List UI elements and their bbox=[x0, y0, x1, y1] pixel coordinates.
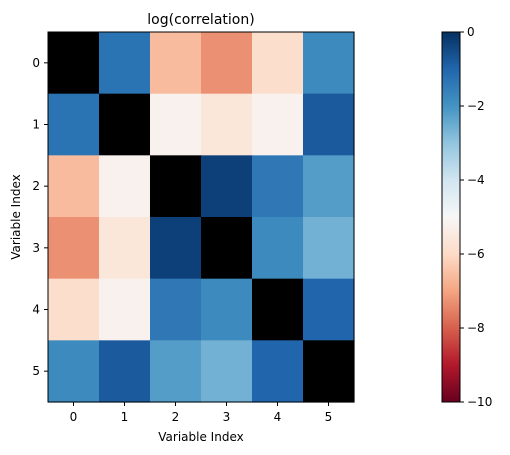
heatmap-cell-1-3 bbox=[201, 93, 253, 156]
x-tick-label: 3 bbox=[223, 410, 231, 424]
y-axis: 0 1 2 3 4 5 bbox=[32, 56, 48, 378]
heatmap-cell-0-4 bbox=[252, 32, 304, 95]
heatmap-cell-2-5 bbox=[303, 155, 355, 218]
heatmap-cell-0-0 bbox=[48, 32, 100, 95]
x-axis: 0 1 2 3 4 5 bbox=[70, 402, 333, 424]
y-tick-label: 4 bbox=[32, 303, 40, 317]
chart-title: log(correlation) bbox=[147, 12, 254, 28]
heatmap-cell-5-2 bbox=[150, 340, 202, 403]
x-axis-label: Variable Index bbox=[158, 430, 243, 444]
heatmap-cell-5-3 bbox=[201, 340, 253, 403]
heatmap-cell-2-4 bbox=[252, 155, 304, 218]
heatmap-cell-4-0 bbox=[48, 278, 100, 341]
heatmap-cell-4-1 bbox=[99, 278, 151, 341]
heatmap-cell-4-5 bbox=[303, 278, 355, 341]
heatmap-cell-1-4 bbox=[252, 93, 304, 156]
heatmap-cell-4-2 bbox=[150, 278, 202, 341]
x-tick-label: 1 bbox=[121, 410, 129, 424]
heatmap-cell-0-2 bbox=[150, 32, 202, 95]
heatmap-cell-5-4 bbox=[252, 340, 304, 403]
heatmap-cell-3-2 bbox=[150, 217, 202, 280]
heatmap-cell-3-5 bbox=[303, 217, 355, 280]
colorbar-tick-label: −10 bbox=[467, 395, 492, 409]
heatmap-cell-4-3 bbox=[201, 278, 253, 341]
heatmap-cell-2-1 bbox=[99, 155, 151, 218]
heatmap-cell-1-1 bbox=[99, 93, 151, 156]
colorbar-tick-label: −4 bbox=[467, 173, 485, 187]
heatmap-cell-5-5 bbox=[303, 340, 355, 403]
heatmap-cell-3-0 bbox=[48, 217, 100, 280]
colorbar bbox=[441, 31, 461, 403]
y-tick-label: 2 bbox=[32, 179, 40, 193]
heatmap-cell-2-2 bbox=[150, 155, 202, 218]
colorbar-tick-label: 0 bbox=[467, 25, 475, 39]
x-tick-label: 4 bbox=[274, 410, 282, 424]
colorbar-tick-label: −8 bbox=[467, 321, 485, 335]
colorbar-tick-label: −6 bbox=[467, 247, 485, 261]
y-tick-label: 1 bbox=[32, 118, 40, 132]
heatmap-cell-4-4 bbox=[252, 278, 304, 341]
x-tick-label: 5 bbox=[325, 410, 333, 424]
colorbar-tick-label: −2 bbox=[467, 99, 485, 113]
x-tick-label: 0 bbox=[70, 410, 78, 424]
heatmap-cells bbox=[48, 32, 355, 403]
heatmap-cell-0-3 bbox=[201, 32, 253, 95]
heatmap-cell-5-0 bbox=[48, 340, 100, 403]
heatmap-cell-2-0 bbox=[48, 155, 100, 218]
heatmap-cell-0-5 bbox=[303, 32, 355, 95]
plot-frame bbox=[47, 31, 355, 403]
y-axis-label: Variable Index bbox=[9, 174, 23, 259]
heatmap-cell-3-3 bbox=[201, 217, 253, 280]
heatmap-cell-1-0 bbox=[48, 93, 100, 156]
heatmap-cell-0-1 bbox=[99, 32, 151, 95]
y-tick-label: 3 bbox=[32, 241, 40, 255]
heatmap-cell-5-1 bbox=[99, 340, 151, 403]
y-tick-label: 5 bbox=[32, 364, 40, 378]
y-tick-label: 0 bbox=[32, 56, 40, 70]
heatmap-cell-2-3 bbox=[201, 155, 253, 218]
x-tick-label: 2 bbox=[172, 410, 180, 424]
heatmap-cell-3-1 bbox=[99, 217, 151, 280]
heatmap-cell-1-5 bbox=[303, 93, 355, 156]
colorbar-axis: 0 −2 −4 −6 −8 −10 bbox=[460, 25, 492, 409]
heatmap-cell-3-4 bbox=[252, 217, 304, 280]
heatmap-cell-1-2 bbox=[150, 93, 202, 156]
